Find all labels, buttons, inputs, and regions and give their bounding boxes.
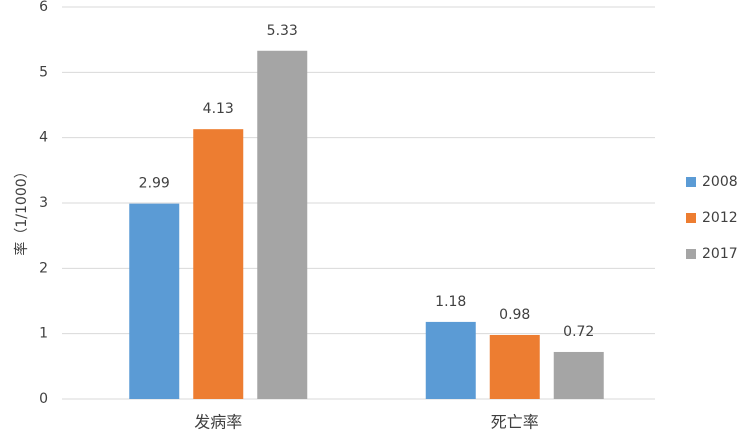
data-label: 1.18: [435, 294, 466, 310]
legend-swatch: [686, 213, 696, 223]
y-tick-label: 2: [39, 260, 48, 276]
bar: [425, 321, 476, 399]
x-tick-label: 发病率: [194, 413, 242, 432]
legend-label: 2008: [702, 174, 738, 190]
bar: [129, 203, 180, 399]
y-axis-label: 率（1/1000）: [13, 164, 30, 255]
y-tick-label: 5: [39, 64, 48, 80]
legend-label: 2017: [702, 246, 738, 262]
legend-label: 2012: [702, 210, 738, 226]
x-tick-label: 死亡率: [491, 413, 539, 432]
bar: [193, 129, 244, 399]
data-label: 0.98: [499, 307, 530, 323]
bar: [257, 50, 308, 399]
bar: [489, 334, 540, 399]
data-label: 2.99: [139, 176, 170, 192]
y-tick-label: 0: [39, 391, 48, 407]
bar: [553, 351, 604, 399]
data-label: 0.72: [563, 324, 594, 340]
data-label: 4.13: [203, 101, 234, 117]
y-tick-label: 3: [39, 195, 48, 211]
y-tick-label: 1: [39, 326, 48, 342]
legend-swatch: [686, 249, 696, 259]
legend-swatch: [686, 177, 696, 187]
data-label: 5.33: [267, 23, 298, 39]
y-tick-label: 4: [39, 130, 48, 146]
y-tick-label: 6: [39, 0, 48, 15]
